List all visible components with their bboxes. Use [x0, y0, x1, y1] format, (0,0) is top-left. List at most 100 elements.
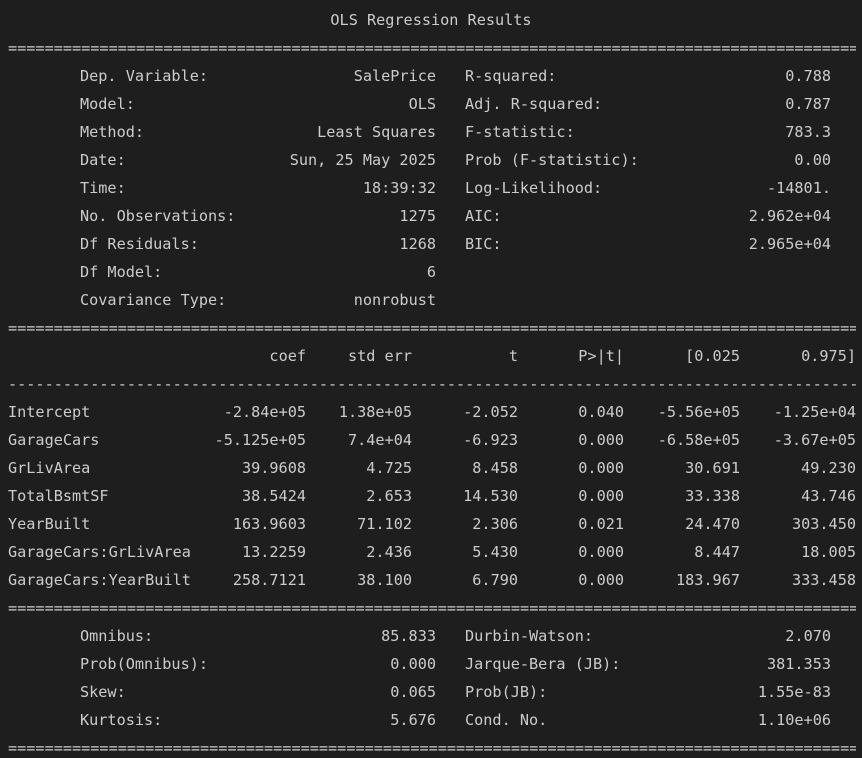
diagnostic-label: Skew: [80, 683, 126, 701]
table-row: Intercept -2.84e+05 1.38e+05 -2.052 0.04… [0, 398, 862, 426]
std-err-value: 7.4e+04 [347, 431, 412, 449]
t-value: 6.790 [472, 571, 518, 589]
ci-low-value: 183.967 [675, 571, 740, 589]
summary-value: 18:39:32 [362, 179, 436, 197]
col-header-t: t [508, 347, 518, 365]
diagnostic-value: 381.353 [766, 655, 831, 673]
t-value: -2.052 [463, 403, 518, 421]
term-name: Intercept [8, 403, 91, 421]
stat-label: BIC: [465, 235, 502, 253]
diagnostic-label: Cond. No. [465, 711, 548, 729]
term-name: GrLivArea [8, 459, 91, 477]
ci-high-value: 333.458 [791, 571, 856, 589]
summary-row: Time: 18:39:32 Log-Likelihood: -14801. [0, 174, 862, 202]
diagnostic-value: 0.000 [390, 655, 436, 673]
summary-label: Dep. Variable: [80, 67, 209, 85]
term-name: YearBuilt [8, 515, 91, 533]
t-value: 2.306 [472, 515, 518, 533]
t-value: -6.923 [463, 431, 518, 449]
ci-low-value: -5.56e+05 [657, 403, 740, 421]
t-value: 5.430 [472, 543, 518, 561]
t-value: 8.458 [472, 459, 518, 477]
output-title: OLS Regression Results [330, 11, 532, 29]
p-value: 0.000 [578, 459, 624, 477]
stat-label: Adj. R-squared: [465, 95, 603, 113]
p-value: 0.040 [578, 403, 624, 421]
summary-value: Sun, 25 May 2025 [289, 151, 436, 169]
summary-label: No. Observations: [80, 207, 236, 225]
term-name: GarageCars [8, 431, 100, 449]
diagnostic-value: 2.070 [785, 627, 831, 645]
diagnostic-value: 1.10e+06 [757, 711, 831, 729]
summary-value: nonrobust [353, 291, 436, 309]
ci-high-value: 49.230 [801, 459, 856, 477]
std-err-value: 71.102 [357, 515, 412, 533]
ci-high-value: -3.67e+05 [773, 431, 856, 449]
diagnostic-label: Prob(Omnibus): [80, 655, 209, 673]
col-header-ci-high: 0.975] [801, 347, 856, 365]
std-err-value: 1.38e+05 [338, 403, 412, 421]
stat-label: R-squared: [465, 67, 557, 85]
summary-row: Method: Least Squares F-statistic: 783.3 [0, 118, 862, 146]
summary-value: SalePrice [353, 67, 436, 85]
std-err-value: 4.725 [366, 459, 412, 477]
coef-value: 163.9603 [232, 515, 306, 533]
stat-value: 2.965e+04 [748, 235, 831, 253]
summary-row: Df Residuals: 1268 BIC: 2.965e+04 [0, 230, 862, 258]
diagnostic-value: 0.065 [390, 683, 436, 701]
stat-value: 0.787 [785, 95, 831, 113]
summary-value: 1268 [399, 235, 436, 253]
single-rule: ----------------------------------------… [8, 375, 856, 393]
summary-label: Model: [80, 95, 135, 113]
p-value: 0.000 [578, 543, 624, 561]
ci-low-value: 30.691 [685, 459, 740, 477]
stat-label: Prob (F-statistic): [465, 151, 639, 169]
double-rule-mid: ========================================… [8, 319, 856, 337]
ci-low-value: 33.338 [685, 487, 740, 505]
ci-high-value: 43.746 [801, 487, 856, 505]
col-header-std-err: std err [347, 347, 412, 365]
diagnostic-value: 5.676 [390, 711, 436, 729]
diagnostic-row: Prob(Omnibus): 0.000 Jarque-Bera (JB): 3… [0, 650, 862, 678]
summary-row: No. Observations: 1275 AIC: 2.962e+04 [0, 202, 862, 230]
ci-high-value: 303.450 [791, 515, 856, 533]
stat-value: -14801. [766, 179, 831, 197]
diagnostic-label: Prob(JB): [465, 683, 548, 701]
summary-value: 1275 [399, 207, 436, 225]
diagnostic-label: Jarque-Bera (JB): [465, 655, 621, 673]
diagnostic-label: Kurtosis: [80, 711, 163, 729]
stat-label: F-statistic: [465, 123, 575, 141]
double-rule-bottom: ========================================… [8, 739, 856, 757]
stat-value: 2.962e+04 [748, 207, 831, 225]
ci-low-value: -6.58e+05 [657, 431, 740, 449]
summary-label: Date: [80, 151, 126, 169]
std-err-value: 2.436 [366, 543, 412, 561]
stat-value: 0.788 [785, 67, 831, 85]
summary-label: Covariance Type: [80, 291, 227, 309]
summary-value: Least Squares [317, 123, 436, 141]
double-rule-lower: ========================================… [8, 599, 856, 617]
summary-label: Method: [80, 123, 145, 141]
diagnostic-label: Durbin-Watson: [465, 627, 594, 645]
stat-value: 783.3 [785, 123, 831, 141]
col-header-p: P>|t| [578, 347, 624, 365]
summary-value: OLS [408, 95, 436, 113]
summary-row: Date: Sun, 25 May 2025 Prob (F-statistic… [0, 146, 862, 174]
ci-low-value: 8.447 [694, 543, 740, 561]
coef-value: 13.2259 [241, 543, 306, 561]
coef-value: 38.5424 [241, 487, 306, 505]
ci-low-value: 24.470 [685, 515, 740, 533]
table-row: YearBuilt 163.9603 71.102 2.306 0.021 24… [0, 510, 862, 538]
diagnostic-row: Skew: 0.065 Prob(JB): 1.55e-83 [0, 678, 862, 706]
summary-label: Time: [80, 179, 126, 197]
diagnostic-value: 85.833 [381, 627, 436, 645]
diagnostic-value: 1.55e-83 [757, 683, 831, 701]
coef-value: 39.9608 [241, 459, 306, 477]
diagnostic-label: Omnibus: [80, 627, 154, 645]
term-name: GarageCars:YearBuilt [8, 571, 191, 589]
stat-label: AIC: [465, 207, 502, 225]
std-err-value: 38.100 [357, 571, 412, 589]
coef-value: -2.84e+05 [223, 403, 306, 421]
col-header-ci-low: [0.025 [685, 347, 740, 365]
table-row: GarageCars:YearBuilt 258.7121 38.100 6.7… [0, 566, 862, 594]
